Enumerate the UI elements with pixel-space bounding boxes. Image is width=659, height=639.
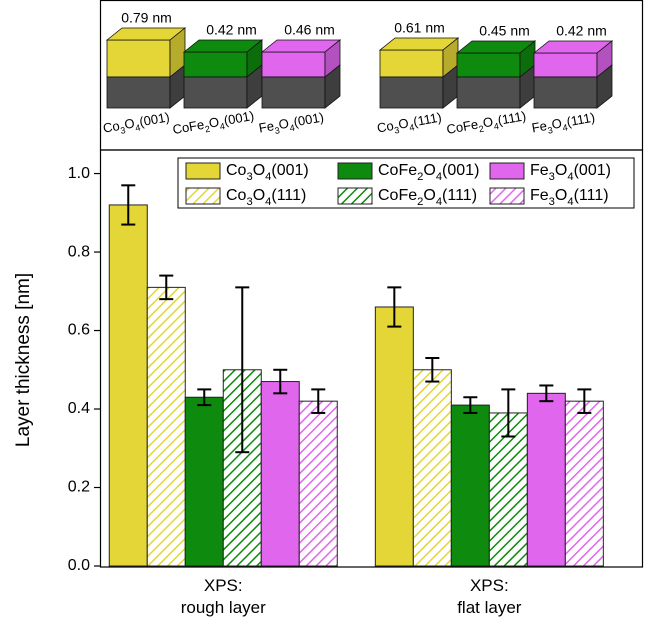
legend-swatch — [185, 162, 221, 180]
plot-frame — [99, 149, 644, 568]
error-bar — [235, 286, 250, 454]
formula-label: CoFe2O4(001) — [171, 108, 255, 140]
error-bar — [539, 384, 554, 403]
bar — [108, 204, 148, 567]
error-bar — [311, 388, 326, 414]
legend-swatch — [489, 187, 525, 205]
inset-block — [105, 27, 187, 109]
y-tick-label: 0.2 — [68, 479, 90, 496]
bar — [412, 369, 452, 567]
bar — [146, 286, 186, 567]
thickness-label: 0.79 nm — [121, 10, 172, 26]
formula-label: Co3O4(001) — [102, 110, 171, 139]
block-substrate-side — [596, 64, 613, 109]
legend-swatch — [337, 187, 373, 205]
x-tick-label: XPS: rough layer — [180, 576, 266, 617]
legend-swatch — [185, 187, 221, 205]
block-substrate-front — [183, 76, 248, 109]
block-film-front — [456, 52, 521, 78]
error-bar — [501, 388, 516, 438]
thickness-label: 0.42 nm — [206, 22, 257, 38]
y-tick-label: 0.0 — [68, 557, 90, 574]
thickness-label: 0.61 nm — [394, 20, 445, 36]
block-film-front — [261, 51, 326, 78]
block-film-front — [106, 39, 171, 78]
error-bar — [273, 368, 288, 395]
legend-frame — [177, 157, 635, 209]
legend-label: Co3O4(001) — [226, 162, 309, 183]
inset-block — [182, 39, 264, 109]
y-axis-title: Layer thickness [nm] — [13, 273, 34, 447]
legend-swatch — [489, 162, 525, 180]
bar — [564, 400, 604, 567]
legend-label: Fe3O4(111) — [530, 187, 609, 208]
legend-swatch — [337, 162, 373, 180]
inset-block — [378, 37, 460, 109]
block-substrate-front — [379, 76, 444, 109]
thickness-label: 0.42 nm — [556, 23, 607, 39]
error-bar — [121, 184, 136, 226]
error-bar — [159, 274, 174, 301]
block-film-front — [379, 49, 444, 78]
formula-label: CoFe2O4(111) — [445, 109, 527, 141]
formula-label: Fe3O4(111) — [531, 110, 597, 139]
y-tick-label: 0.6 — [68, 322, 90, 339]
bar — [488, 412, 528, 567]
block-substrate-front — [106, 76, 171, 109]
inset-block — [532, 40, 614, 109]
block-substrate-front — [533, 76, 598, 109]
y-tick-label: 1.0 — [68, 165, 90, 182]
x-tick-label: XPS: flat layer — [457, 576, 522, 617]
error-bar — [425, 357, 440, 383]
legend-label: CoFe2O4(001) — [378, 162, 479, 183]
error-bar — [387, 286, 402, 328]
legend-label: Co3O4(111) — [226, 187, 306, 208]
inset-block — [260, 39, 342, 109]
thickness-label: 0.45 nm — [479, 23, 530, 39]
y-tick-label: 0.4 — [68, 400, 90, 417]
block-substrate-front — [261, 76, 326, 109]
y-tick-label: 0.8 — [68, 243, 90, 260]
inset-block — [455, 40, 537, 109]
block-film-front — [183, 51, 248, 78]
formula-label: Fe3O4(001) — [258, 110, 326, 139]
bar — [184, 396, 224, 567]
block-substrate-front — [456, 76, 521, 109]
bar — [450, 404, 490, 567]
error-bar — [197, 388, 212, 407]
block-film-front — [533, 52, 598, 78]
legend-label: CoFe2O4(111) — [378, 187, 477, 208]
bar — [298, 400, 338, 567]
formula-label: Co3O4(111) — [376, 110, 443, 139]
legend-label: Fe3O4(001) — [530, 162, 611, 183]
bar — [374, 306, 414, 567]
thickness-label: 0.46 nm — [284, 22, 335, 38]
bar — [260, 381, 300, 567]
error-bar — [463, 396, 478, 414]
error-bar — [577, 388, 592, 414]
bar — [526, 392, 566, 567]
block-substrate-side — [324, 64, 341, 109]
